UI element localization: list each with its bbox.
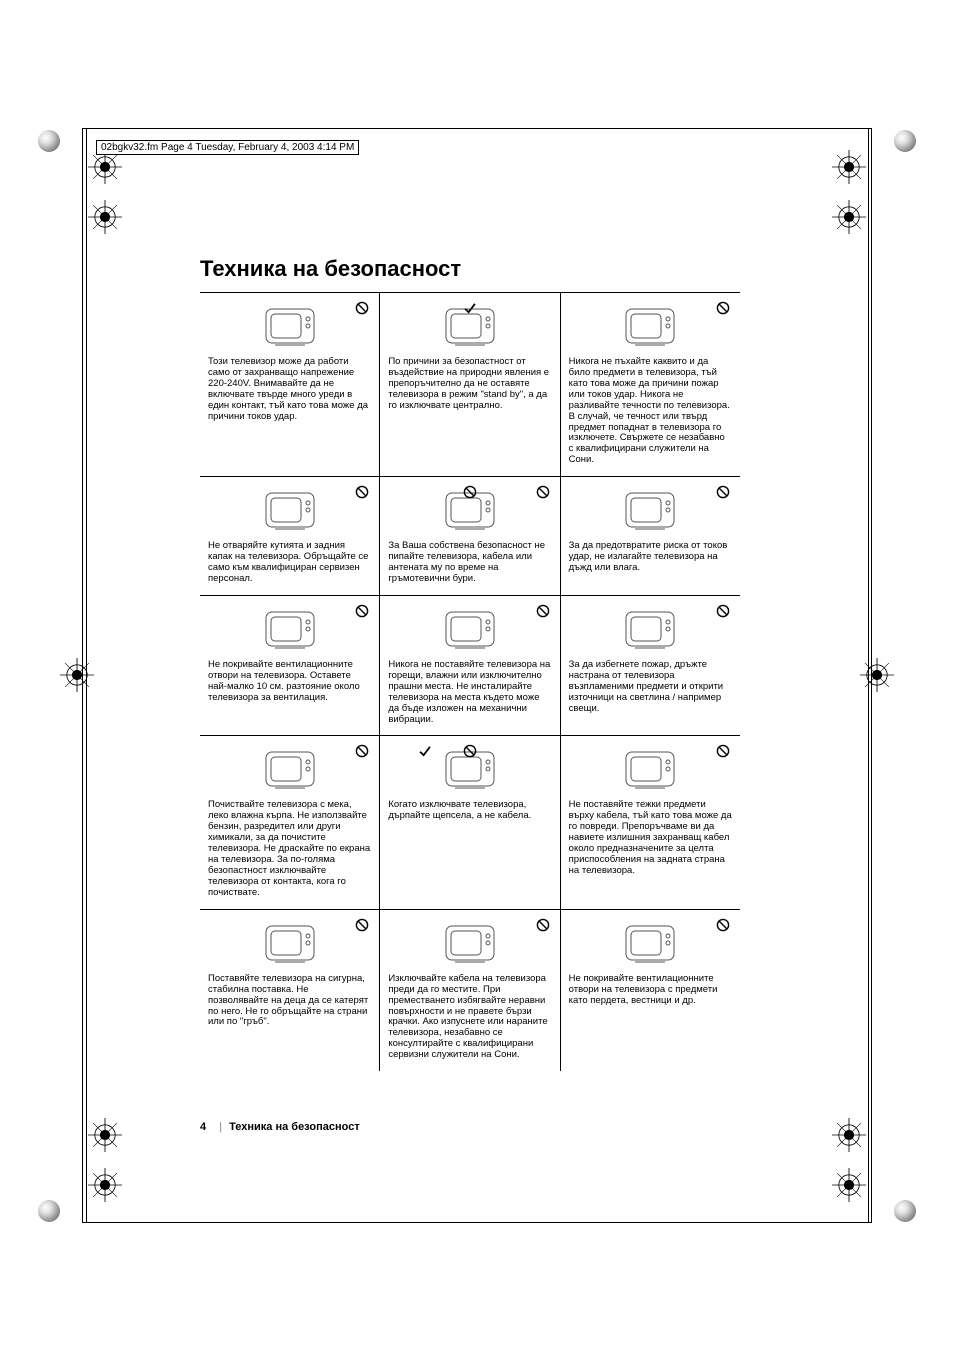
safety-caption: Когато изключвате телевизора, дърпайте щ…	[388, 800, 551, 822]
safety-caption: Не поставяйте тежки предмети върху кабел…	[569, 800, 732, 876]
page-header-meta: 02bgkv32.fm Page 4 Tuesday, February 4, …	[96, 140, 359, 155]
prohibit-icon	[716, 604, 730, 618]
prohibit-icon	[463, 744, 477, 758]
safety-caption: За да предотвратите риска от токов удар,…	[569, 541, 732, 574]
illustration-placeholder	[388, 299, 551, 353]
prohibit-icon	[355, 744, 369, 758]
safety-caption: За Ваша собствена безопасност не пипайте…	[388, 541, 551, 585]
prohibit-icon	[355, 604, 369, 618]
prohibit-icon	[716, 485, 730, 499]
grid-row: Този телевизор може да работи само от за…	[200, 293, 740, 477]
print-frame-inner	[86, 128, 87, 1223]
page-title: Техника на безопасност	[200, 256, 740, 282]
prohibit-icon	[355, 301, 369, 315]
print-frame-inner	[868, 128, 869, 1223]
page-number: 4	[200, 1121, 206, 1133]
illustration-placeholder	[569, 602, 732, 656]
prohibit-icon	[536, 604, 550, 618]
illustration-placeholder	[208, 483, 371, 537]
footer-separator: |	[219, 1121, 222, 1133]
illustration-placeholder	[208, 916, 371, 970]
grid-row: Почиствайте телевизора с мека, леко влаж…	[200, 736, 740, 909]
print-corner-dot	[894, 1200, 916, 1222]
prohibit-icon	[355, 485, 369, 499]
prohibit-icon	[716, 744, 730, 758]
safety-caption: Никога не пъхайте каквито и да било пред…	[569, 357, 732, 466]
illustration-placeholder	[569, 742, 732, 796]
safety-caption: За да избегнете пожар, дръжте настрана о…	[569, 660, 732, 715]
safety-cell: Никога не поставяйте телевизора на горещ…	[380, 596, 560, 736]
safety-caption: Не покривайте вентилационните отвори на …	[208, 660, 371, 704]
safety-cell: Не отваряйте кутията и задния капак на т…	[200, 477, 380, 595]
safety-caption: Изключвайте кабела на телевизора преди д…	[388, 974, 551, 1061]
illustration-placeholder	[569, 483, 732, 537]
safety-cell: Не покривайте вентилационните отвори на …	[561, 910, 740, 1071]
prohibit-icon	[355, 918, 369, 932]
safety-caption: Не покривайте вентилационните отвори на …	[569, 974, 732, 1007]
safety-cell: За да избегнете пожар, дръжте настрана о…	[561, 596, 740, 736]
prohibit-icon	[716, 301, 730, 315]
safety-caption: Този телевизор може да работи само от за…	[208, 357, 371, 423]
safety-cell: Не поставяйте тежки предмети върху кабел…	[561, 736, 740, 908]
safety-caption: Почиствайте телевизора с мека, леко влаж…	[208, 800, 371, 898]
safety-cell: Не покривайте вентилационните отвори на …	[200, 596, 380, 736]
safety-caption: Не отваряйте кутията и задния капак на т…	[208, 541, 371, 585]
print-corner-dot	[38, 130, 60, 152]
safety-cell: Никога не пъхайте каквито и да било пред…	[561, 293, 740, 476]
prohibit-icon	[463, 485, 477, 499]
safety-cell: Почиствайте телевизора с мека, леко влаж…	[200, 736, 380, 908]
check-icon	[418, 744, 432, 758]
illustration-placeholder	[208, 602, 371, 656]
safety-cell: По причини за безопастност от въздействи…	[380, 293, 560, 476]
safety-cell: Изключвайте кабела на телевизора преди д…	[380, 910, 560, 1071]
prohibit-icon	[716, 918, 730, 932]
illustration-placeholder	[569, 299, 732, 353]
illustration-placeholder	[388, 602, 551, 656]
illustration-placeholder	[388, 483, 551, 537]
illustration-placeholder	[208, 299, 371, 353]
safety-cell: Когато изключвате телевизора, дърпайте щ…	[380, 736, 560, 908]
grid-row: Не покривайте вентилационните отвори на …	[200, 596, 740, 737]
page-footer: 4 | Техника на безопасност	[200, 1121, 360, 1133]
page-content: Техника на безопасност Този телевизор мо…	[200, 256, 740, 1071]
illustration-placeholder	[388, 916, 551, 970]
safety-caption: По причини за безопастност от въздействи…	[388, 357, 551, 412]
grid-row: Поставяйте телевизора на сигурна, стабил…	[200, 910, 740, 1071]
safety-caption: Никога не поставяйте телевизора на горещ…	[388, 660, 551, 726]
safety-grid: Този телевизор може да работи само от за…	[200, 292, 740, 1071]
safety-cell: Този телевизор може да работи само от за…	[200, 293, 380, 476]
illustration-placeholder	[208, 742, 371, 796]
safety-cell: За Ваша собствена безопасност не пипайте…	[380, 477, 560, 595]
footer-title: Техника на безопасност	[229, 1121, 360, 1133]
print-corner-dot	[38, 1200, 60, 1222]
prohibit-icon	[536, 918, 550, 932]
illustration-placeholder	[569, 916, 732, 970]
illustration-placeholder	[388, 742, 551, 796]
safety-caption: Поставяйте телевизора на сигурна, стабил…	[208, 974, 371, 1029]
print-corner-dot	[894, 130, 916, 152]
check-icon	[463, 301, 477, 315]
safety-cell: Поставяйте телевизора на сигурна, стабил…	[200, 910, 380, 1071]
safety-cell: За да предотвратите риска от токов удар,…	[561, 477, 740, 595]
prohibit-icon	[536, 485, 550, 499]
grid-row: Не отваряйте кутията и задния капак на т…	[200, 477, 740, 596]
